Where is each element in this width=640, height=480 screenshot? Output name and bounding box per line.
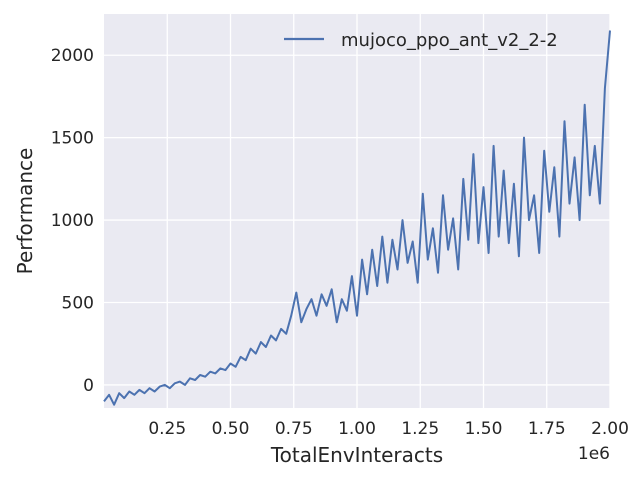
- grid: [104, 14, 611, 408]
- legend-label: mujoco_ppo_ant_v2_2-2: [341, 30, 558, 51]
- x-axis-offset-label: 1e6: [578, 444, 610, 464]
- x-tick-label: 0.25: [148, 419, 186, 439]
- x-tick-label: 1.00: [338, 419, 376, 439]
- y-tick-label: 1000: [51, 211, 94, 231]
- y-tick-labels: 0 500 1000 1500 2000: [51, 46, 94, 396]
- y-tick-label: 2000: [51, 46, 94, 66]
- y-tick-label: 500: [62, 293, 94, 313]
- series-layer: [103, 30, 611, 406]
- x-tick-label: 1.50: [465, 419, 503, 439]
- x-tick-label: 1.25: [401, 419, 439, 439]
- x-tick-labels: 0.25 0.50 0.75 1.00 1.25 1.50 1.75 2.00: [148, 419, 629, 439]
- x-axis-label: TotalEnvInteracts: [270, 443, 443, 467]
- x-tick-label: 0.75: [275, 419, 313, 439]
- legend: mujoco_ppo_ant_v2_2-2: [284, 30, 558, 51]
- y-tick-label: 0: [83, 376, 94, 396]
- x-tick-label: 2.00: [591, 419, 629, 439]
- y-tick-label: 1500: [51, 129, 94, 149]
- x-tick-label: 0.50: [212, 419, 250, 439]
- y-axis-label: Performance: [13, 148, 37, 275]
- x-tick-label: 1.75: [528, 419, 566, 439]
- series-line: [103, 30, 611, 406]
